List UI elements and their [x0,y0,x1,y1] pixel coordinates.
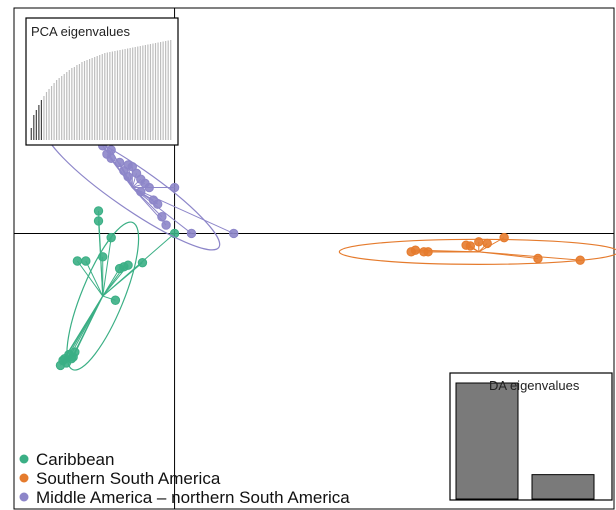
data-point [114,157,125,168]
data-point [575,255,585,265]
data-point [93,216,104,226]
data-point [60,354,70,364]
data-point [419,247,429,257]
data-point [93,206,104,216]
legend-item-southern-south-america: Southern South America [19,469,221,488]
series-group-2 [44,124,239,251]
data-point [152,199,163,209]
data-point [55,360,66,371]
data-point [81,256,91,266]
da-eigenvalue-bar [531,474,595,500]
data-point [186,228,197,239]
series-layer [44,124,616,371]
legend-label: Middle America – northern South America [36,488,350,507]
legend-item-middle-america: Middle America – northern South America [19,488,350,507]
data-point [137,257,148,268]
data-point [161,220,171,230]
data-point [123,260,133,270]
legend-label: Caribbean [36,450,114,469]
data-point [229,228,239,239]
centroid-spoke [64,295,104,359]
legend-label: Southern South America [36,469,221,488]
da-eigenvalues-inset: DA eigenvalues [449,372,613,501]
da-eigenvalue-bar [455,382,519,500]
plot-frame [13,7,615,510]
pca-eigenvalues-inset: PCA eigenvalues [25,17,179,146]
centroid-spoke [102,237,112,297]
data-point [499,232,509,243]
legend-marker [19,473,29,483]
data-point [106,232,116,243]
legend-marker [19,454,29,464]
series-group-1 [338,232,616,265]
data-point [533,253,543,264]
inertia-ellipse [66,221,140,371]
legend: Caribbean Southern South America Middle … [19,450,350,507]
centroid-spoke [478,251,581,261]
data-point [144,182,154,193]
centroid-spoke [132,187,234,234]
series-group-0 [55,206,180,371]
data-point [98,252,108,262]
data-point [136,187,146,197]
centroid-spoke [85,260,104,297]
data-point [406,247,416,257]
data-point [110,295,121,305]
data-point [127,161,138,172]
data-point [123,171,133,182]
data-point [169,182,180,193]
da-inset-title: DA eigenvalues [489,378,580,393]
data-point [72,256,83,266]
data-point [482,238,492,249]
legend-item-caribbean: Caribbean [19,450,114,469]
data-point [106,153,116,164]
pca-inset-title: PCA eigenvalues [31,24,131,39]
data-point [157,212,167,222]
centroid-spoke [76,260,104,297]
data-point [474,237,484,247]
legend-marker [19,492,29,502]
data-point [461,240,471,250]
da-bars [455,382,595,500]
centroid-spoke [102,262,143,297]
pca-bars [30,40,172,140]
